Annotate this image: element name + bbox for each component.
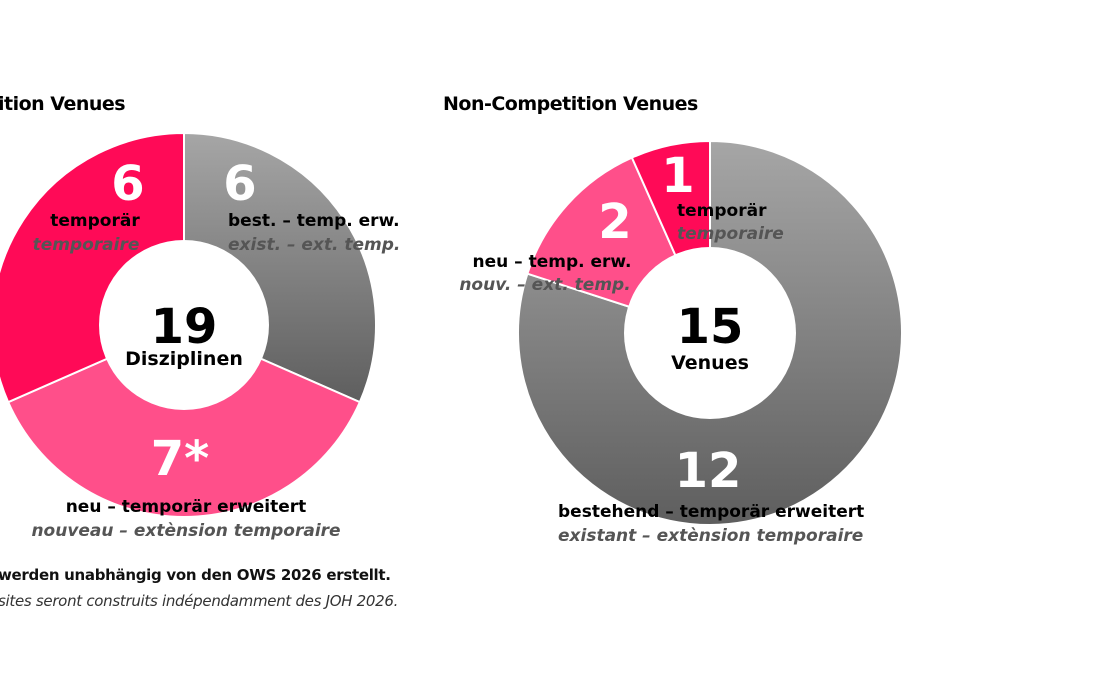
slice-value-1-1: 2 (598, 194, 631, 250)
center-label-1: Venues (671, 352, 749, 374)
slice-value-1-0: 12 (675, 443, 742, 499)
donut-hole-0 (99, 240, 269, 410)
slice-label-fr-0-0: exist. – ext. temp. (228, 235, 400, 255)
donut-slice-1-0 (517, 139, 903, 526)
slice-label-fr-0-1: nouveau – extènsion temporaire (31, 521, 340, 541)
slice-label-de-0-2: temporär (50, 211, 140, 231)
slice-label-de-1-1: neu – temp. erw. (473, 252, 632, 272)
slice-label-fr-1-0: existant – extènsion temporaire (558, 526, 863, 546)
slice-label-de-0-1: neu – temporär erweitert (66, 497, 307, 517)
footnote-french: sites seront construits indépendamment d… (0, 592, 399, 610)
slice-label-de-1-0: bestehend – temporär erweitert (558, 502, 864, 522)
center-value-1: 15 (677, 299, 744, 355)
slice-label-fr-1-2: temporaire (677, 224, 784, 244)
slice-value-0-2: 6 (111, 156, 144, 212)
slice-label-fr-1-1: nouv. – ext. temp. (459, 275, 630, 295)
footnote-german: werden unabhängig von den OWS 2026 erste… (0, 566, 391, 584)
donut-slice-0-1 (6, 323, 362, 518)
center-value-0: 19 (151, 299, 218, 355)
right-chart-title: Non-Competition Venues (443, 93, 698, 115)
slice-label-fr-0-2: temporaire (33, 235, 140, 255)
slice-value-0-0: 6 (223, 156, 256, 212)
donut-hole-1 (624, 247, 796, 419)
slice-label-de-1-2: temporär (677, 201, 767, 221)
slice-value-1-2: 1 (661, 148, 694, 204)
slice-label-de-0-0: best. – temp. erw. (228, 211, 400, 231)
slice-value-0-1: 7* (151, 431, 210, 487)
left-chart-title: ition Venues (0, 93, 126, 115)
center-label-0: Disziplinen (125, 348, 243, 370)
